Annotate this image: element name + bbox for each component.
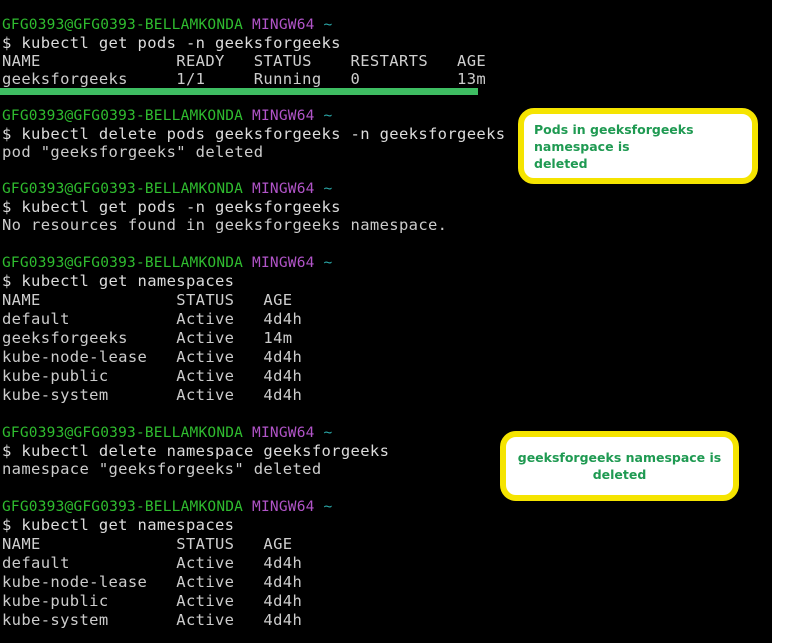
prompt-shell: MINGW64	[252, 108, 315, 124]
green-underline-bar	[0, 88, 478, 95]
prompt-line-5: GFG0393@GFG0393-BELLAMKONDA MINGW64 ~	[2, 424, 332, 443]
namespaces-table-row: kube-system Active 4d4h	[2, 611, 303, 629]
prompt-path: ~	[323, 499, 333, 515]
prompt-userhost: GFG0393@GFG0393-BELLAMKONDA	[2, 425, 244, 441]
pods-table-header: NAME READY STATUS RESTARTS AGE	[2, 52, 487, 70]
namespaces-table-header: NAME STATUS AGE	[2, 535, 293, 553]
command-get-pods: $ kubectl get pods -n geeksforgeeks	[2, 34, 341, 52]
prompt-userhost: GFG0393@GFG0393-BELLAMKONDA	[2, 17, 244, 33]
callout-line-1: Pods in geeksforgeeks namespace is	[534, 121, 694, 154]
command-get-pods-after: $ kubectl get pods -n geeksforgeeks	[2, 198, 341, 216]
namespaces-table-row: default Active 4d4h	[2, 310, 303, 328]
output-pod-deleted: pod "geeksforgeeks" deleted	[2, 143, 264, 161]
prompt-shell: MINGW64	[252, 255, 315, 271]
prompt-line-1: GFG0393@GFG0393-BELLAMKONDA MINGW64 ~	[2, 16, 332, 35]
namespaces-table-row: kube-node-lease Active 4d4h	[2, 348, 303, 366]
command-delete-pods: $ kubectl delete pods geeksforgeeks -n g…	[2, 125, 506, 143]
prompt-userhost: GFG0393@GFG0393-BELLAMKONDA	[2, 499, 244, 515]
output-namespace-deleted: namespace "geeksforgeeks" deleted	[2, 460, 322, 478]
callout-text: geeksforgeeks namespace is deleted	[512, 449, 727, 483]
prompt-line-3: GFG0393@GFG0393-BELLAMKONDA MINGW64 ~	[2, 180, 332, 199]
pods-table-row: geeksforgeeks 1/1 Running 0 13m	[2, 70, 487, 88]
prompt-shell: MINGW64	[252, 499, 315, 515]
prompt-path: ~	[323, 108, 333, 124]
callout-line-2: deleted	[592, 467, 647, 482]
prompt-userhost: GFG0393@GFG0393-BELLAMKONDA	[2, 255, 244, 271]
command-get-namespaces-after: $ kubectl get namespaces	[2, 516, 235, 534]
callout-namespace-deleted: geeksforgeeks namespace is deleted	[500, 431, 739, 501]
prompt-userhost: GFG0393@GFG0393-BELLAMKONDA	[2, 181, 244, 197]
namespaces-table-row: kube-public Active 4d4h	[2, 367, 303, 385]
prompt-path: ~	[323, 425, 333, 441]
namespaces-table-row: kube-node-lease Active 4d4h	[2, 573, 303, 591]
callout-line-1: geeksforgeeks namespace is	[517, 450, 722, 465]
terminal-window[interactable]: GFG0393@GFG0393-BELLAMKONDA MINGW64 ~ $ …	[0, 0, 772, 643]
namespaces-table-row: kube-public Active 4d4h	[2, 592, 303, 610]
callout-line-2: deleted	[534, 155, 588, 171]
command-delete-namespace: $ kubectl delete namespace geeksforgeeks	[2, 442, 390, 460]
prompt-line-2: GFG0393@GFG0393-BELLAMKONDA MINGW64 ~	[2, 107, 332, 126]
prompt-shell: MINGW64	[252, 425, 315, 441]
callout-pods-deleted: Pods in geeksforgeeks namespace is delet…	[518, 108, 758, 184]
prompt-line-4: GFG0393@GFG0393-BELLAMKONDA MINGW64 ~	[2, 254, 332, 273]
prompt-path: ~	[323, 17, 333, 33]
prompt-shell: MINGW64	[252, 181, 315, 197]
callout-text: Pods in geeksforgeeks namespace is delet…	[530, 121, 746, 172]
command-get-namespaces: $ kubectl get namespaces	[2, 272, 235, 290]
namespaces-table-row: geeksforgeeks Active 14m	[2, 329, 293, 347]
prompt-line-6: GFG0393@GFG0393-BELLAMKONDA MINGW64 ~	[2, 498, 332, 517]
namespaces-table-row: default Active 4d4h	[2, 554, 303, 572]
namespaces-table-header: NAME STATUS AGE	[2, 291, 293, 309]
output-no-resources: No resources found in geeksforgeeks name…	[2, 216, 448, 234]
prompt-path: ~	[323, 181, 333, 197]
namespaces-table-row: kube-system Active 4d4h	[2, 386, 303, 404]
prompt-userhost: GFG0393@GFG0393-BELLAMKONDA	[2, 108, 244, 124]
prompt-shell: MINGW64	[252, 17, 315, 33]
prompt-path: ~	[323, 255, 333, 271]
